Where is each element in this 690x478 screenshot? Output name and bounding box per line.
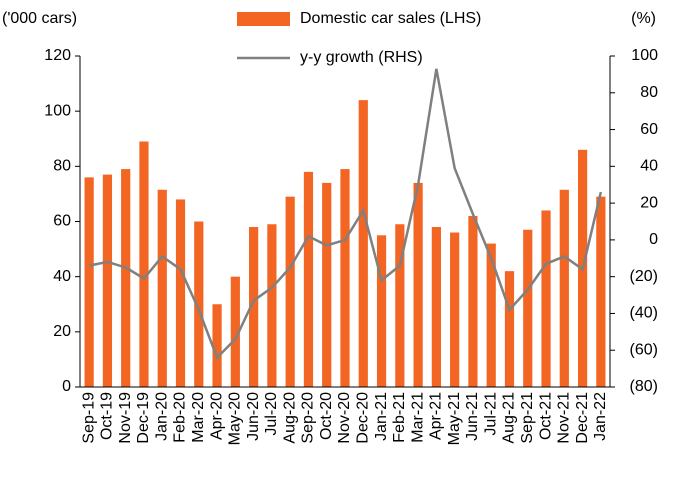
bar <box>322 182 332 387</box>
bar <box>267 224 277 387</box>
bar <box>303 171 314 387</box>
y2-tick-label: 20 <box>640 194 658 211</box>
line <box>88 68 603 360</box>
x-tick-label: Aug-21 <box>501 392 518 444</box>
x-tick-label: Mar-21 <box>409 392 426 443</box>
x-tick-label: Jun-21 <box>464 392 481 441</box>
bar <box>358 100 368 387</box>
y-tick-label: 100 <box>44 102 71 119</box>
bar <box>376 235 387 387</box>
y2-tick-label: 40 <box>640 158 658 175</box>
x-tick-label: May-20 <box>227 392 244 445</box>
legend-swatch <box>237 12 290 26</box>
bar <box>212 304 222 387</box>
bar <box>450 232 460 387</box>
y2-tick-label: 60 <box>640 121 658 138</box>
bar <box>559 189 569 387</box>
x-tick-label: Jan-20 <box>153 392 170 441</box>
bar <box>523 229 533 387</box>
y-tick-label: 20 <box>53 323 71 340</box>
x-tick-label: Jul-21 <box>482 392 499 436</box>
x-tick-label: Jun-20 <box>245 392 262 441</box>
y-tick-label: 40 <box>53 268 71 285</box>
y2-tick-label: (40) <box>630 305 658 322</box>
x-tick-label: Dec-20 <box>354 392 371 444</box>
y-tick-label: 60 <box>53 213 71 230</box>
bar <box>413 182 423 387</box>
legend-label: Domestic car sales (LHS) <box>300 10 481 27</box>
bar <box>431 227 441 387</box>
y2-tick-label: 0 <box>649 231 658 248</box>
x-tick-label: Oct-21 <box>537 392 554 440</box>
x-tick-label: Apr-20 <box>208 392 225 440</box>
x-tick-label: Apr-21 <box>428 392 445 440</box>
bar <box>486 243 496 387</box>
x-tick-label: Sep-21 <box>519 392 536 444</box>
bar <box>395 224 405 387</box>
legend-label: y-y growth (RHS) <box>300 49 423 66</box>
bar <box>139 141 149 387</box>
x-tick-label: Feb-21 <box>391 392 408 443</box>
bar <box>121 169 131 387</box>
bar <box>249 227 259 387</box>
y-tick-label: 80 <box>53 158 71 175</box>
x-tick-label: Sep-19 <box>80 392 97 444</box>
y2-tick-label: (20) <box>630 268 658 285</box>
bar <box>230 276 240 387</box>
bar <box>340 169 350 387</box>
x-tick-label: Oct-20 <box>318 392 335 440</box>
y-axis-title: ('000 cars) <box>2 10 77 27</box>
x-tick-label: Aug-20 <box>281 392 298 444</box>
bar <box>194 221 204 387</box>
x-tick-label: Feb-20 <box>172 392 189 443</box>
x-tick-label: Jan-22 <box>592 392 609 441</box>
x-tick-label: Jan-21 <box>373 392 390 441</box>
y2-tick-label: (80) <box>630 378 658 395</box>
bar <box>285 196 295 387</box>
y2-tick-label: 100 <box>631 47 658 64</box>
y2-tick-label: (60) <box>630 341 658 358</box>
bar <box>468 215 478 387</box>
bar <box>541 210 551 387</box>
x-tick-label: Dec-19 <box>135 392 152 444</box>
y2-axis-title: (%) <box>631 10 656 27</box>
bar <box>157 189 167 387</box>
bar <box>596 196 606 387</box>
x-tick-label: Jul-20 <box>263 392 280 436</box>
x-tick-label: Mar-20 <box>190 392 207 443</box>
bar <box>175 199 186 387</box>
x-tick-label: May-21 <box>446 392 463 445</box>
bar <box>84 177 94 387</box>
y-tick-label: 120 <box>44 47 71 64</box>
x-tick-label: Sep-20 <box>300 392 317 444</box>
bar <box>102 174 113 387</box>
y-tick-label: 0 <box>62 378 71 395</box>
x-tick-label: Nov-21 <box>556 392 573 444</box>
x-tick-label: Nov-20 <box>336 392 353 444</box>
x-tick-label: Oct-19 <box>99 392 116 440</box>
y2-tick-label: 80 <box>640 84 658 101</box>
bar <box>504 271 515 387</box>
x-tick-label: Nov-19 <box>117 392 134 444</box>
x-tick-label: Dec-21 <box>574 392 591 444</box>
